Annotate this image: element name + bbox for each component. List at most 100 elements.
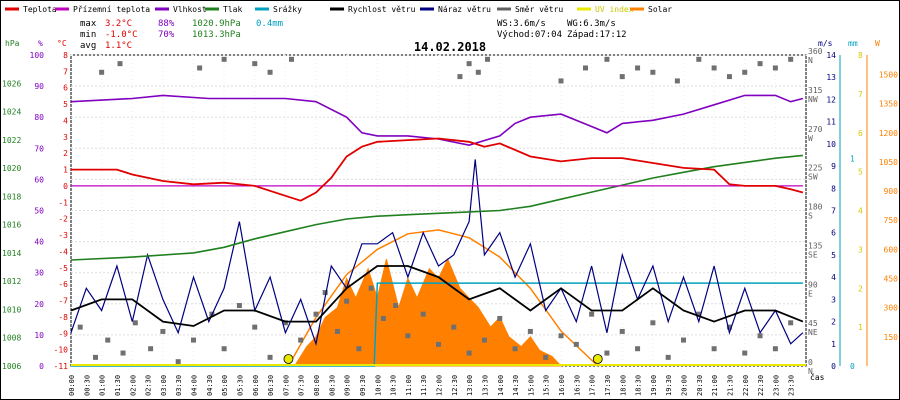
wind-dir-point: [583, 65, 588, 71]
tick-dir-name-5: SW: [808, 173, 818, 182]
tick-hpa-7: 1020: [2, 164, 21, 173]
tick-mm-0: 0: [850, 362, 855, 371]
wind-dir-point: [512, 346, 518, 352]
tick-hpa-0: 1006: [2, 362, 21, 371]
tick-temp-8: -3: [58, 231, 68, 240]
tick-w-10: 1500: [879, 70, 898, 79]
wind-dir-point: [635, 65, 641, 71]
tick-pct-7: 70: [34, 144, 44, 153]
tick-time-15: 07:30: [298, 375, 306, 396]
tick-time-25: 12:30: [451, 375, 459, 396]
tick-time-36: 18:00: [619, 375, 627, 396]
tick-w-6: 900: [884, 187, 899, 196]
tick-time-16: 08:00: [313, 375, 321, 396]
wind-dir-point: [356, 346, 362, 352]
tick-hpa-3: 1012: [2, 277, 21, 286]
series-wind-speed: [70, 265, 804, 327]
wind-dir-point: [334, 328, 340, 334]
tick-pct-8: 80: [34, 113, 44, 122]
tick-time-30: 15:00: [527, 375, 535, 396]
tick-temp-7: -4: [58, 247, 68, 256]
stat-min-hum: 70%: [158, 30, 175, 40]
tick-ms-0: 0: [831, 362, 836, 371]
tick-dir-name-4: S: [808, 212, 813, 221]
legend-label-2: Vlhkost: [173, 5, 207, 14]
tick-time-12: 06:00: [252, 375, 260, 396]
legend-label-0: Teplota: [23, 5, 57, 14]
wind-dir-point: [252, 324, 258, 330]
wind-dir-point: [451, 324, 457, 330]
tick-dir-4: 180: [808, 203, 823, 212]
tick-uv-2: 2: [858, 284, 863, 293]
tick-pct-0: 0: [39, 362, 44, 371]
series-solar-area: [294, 257, 563, 367]
wind-dir-point: [436, 341, 441, 347]
wind-dir-point: [619, 328, 625, 334]
axis-w-title: W: [875, 39, 880, 48]
tick-hpa-9: 1024: [2, 108, 21, 117]
tick-time-8: 04:00: [191, 375, 199, 396]
tick-time-43: 21:30: [726, 375, 734, 396]
tick-time-0: 00:00: [68, 375, 76, 396]
wind-dir-point: [742, 69, 748, 75]
wind-dir-point: [650, 69, 656, 75]
axis-x-title: čas: [810, 372, 825, 382]
plot-area: hPa% °C1006100810101012101410161018102010…: [2, 39, 898, 396]
tick-dir-name-7: NW: [808, 95, 818, 104]
stat-ws: WS:3.6m/s: [497, 19, 546, 29]
tick-time-21: 10:30: [390, 375, 398, 396]
axis-pct-title: %: [38, 39, 43, 48]
wind-dir-point: [267, 69, 273, 75]
tick-time-45: 22:30: [757, 375, 765, 396]
tick-time-20: 10:00: [374, 375, 382, 396]
tick-ms-5: 5: [831, 251, 836, 260]
stat-min-press: 1013.3hPa: [192, 30, 241, 40]
tick-pct-9: 90: [34, 82, 44, 91]
tick-time-1: 00:30: [83, 375, 91, 396]
wind-dir-point: [481, 337, 487, 343]
tick-time-17: 08:30: [328, 375, 336, 396]
wind-dir-point: [757, 61, 763, 67]
legend-label-5: Rychlost větru: [348, 5, 416, 14]
tick-time-13: 06:30: [267, 375, 275, 396]
tick-time-4: 02:00: [129, 375, 137, 396]
wind-dir-point: [289, 56, 294, 62]
wind-dir-point: [267, 354, 273, 360]
wind-dir-point: [77, 324, 83, 330]
tick-hpa-10: 1026: [2, 79, 21, 88]
tick-mm-1: 1: [850, 155, 855, 164]
tick-time-47: 23:30: [788, 375, 796, 396]
tick-ms-7: 7: [831, 207, 836, 216]
wind-dir-point: [117, 61, 123, 67]
tick-hpa-2: 1010: [2, 305, 21, 314]
stat-sunset: Západ:17:12: [567, 30, 627, 40]
tick-pct-5: 50: [34, 207, 44, 216]
tick-w-2: 300: [884, 304, 899, 313]
stat-max-press: 1020.9hPa: [192, 19, 241, 29]
chart-title: 14.02.2018: [414, 40, 486, 54]
wind-dir-point: [457, 74, 463, 80]
stat-max-hum: 88%: [158, 19, 175, 29]
tick-uv-3: 3: [858, 245, 863, 254]
series-pressure: [70, 154, 803, 261]
wind-dir-point: [696, 311, 702, 317]
tick-uv-6: 6: [858, 129, 863, 138]
wind-dir-point: [558, 78, 564, 84]
tick-time-23: 11:30: [420, 375, 428, 396]
tick-w-7: 1050: [879, 158, 898, 167]
tick-w-1: 150: [884, 333, 899, 342]
wind-dir-point: [120, 350, 126, 356]
tick-hpa-8: 1022: [2, 136, 21, 145]
legend-label-9: Solar: [648, 5, 672, 14]
tick-ms-6: 6: [831, 229, 836, 238]
tick-w-9: 1350: [879, 100, 898, 109]
wind-dir-point: [175, 359, 181, 365]
tick-uv-1: 1: [858, 323, 863, 332]
tick-ms-10: 10: [826, 140, 836, 149]
wind-dir-point: [252, 61, 258, 67]
tick-time-41: 20:30: [696, 375, 704, 396]
tick-pct-6: 60: [34, 175, 44, 184]
tick-temp-0: -11: [54, 362, 69, 371]
wind-dir-point: [726, 74, 732, 80]
